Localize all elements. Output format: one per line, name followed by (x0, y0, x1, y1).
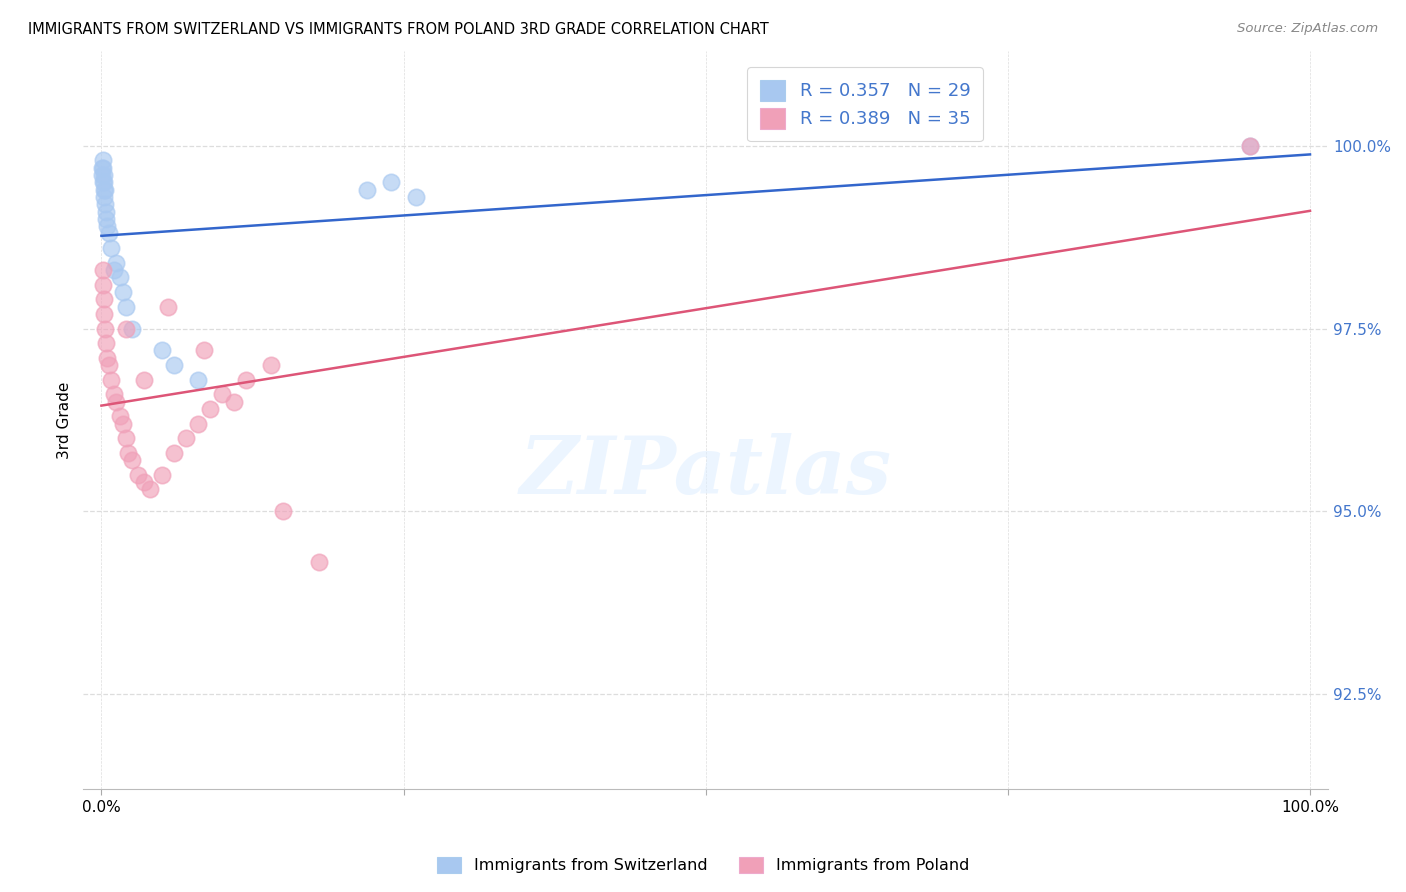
Legend: Immigrants from Switzerland, Immigrants from Poland: Immigrants from Switzerland, Immigrants … (430, 850, 976, 880)
Text: IMMIGRANTS FROM SWITZERLAND VS IMMIGRANTS FROM POLAND 3RD GRADE CORRELATION CHAR: IMMIGRANTS FROM SWITZERLAND VS IMMIGRANT… (28, 22, 769, 37)
Point (380, 175, 402, 189)
Point (96, 211, 118, 226)
Point (91, 277, 114, 292)
Point (356, 183, 378, 197)
Point (121, 321, 143, 335)
Point (100, 241, 122, 255)
Point (150, 467, 173, 482)
Point (132, 373, 155, 387)
Point (1239, 138, 1261, 153)
Point (94, 197, 117, 211)
Point (150, 343, 173, 358)
Point (121, 453, 143, 467)
Point (117, 446, 139, 460)
Point (405, 190, 427, 204)
Point (93, 190, 115, 204)
Point (114, 321, 136, 335)
Point (163, 358, 186, 372)
Point (96, 336, 118, 351)
Point (91, 161, 114, 175)
Point (108, 270, 131, 285)
Point (93, 183, 115, 197)
Point (1239, 138, 1261, 153)
Point (91, 161, 114, 175)
Point (235, 373, 257, 387)
Point (198, 401, 221, 416)
Point (91, 168, 114, 182)
Point (174, 431, 197, 445)
Point (163, 446, 186, 460)
Point (96, 219, 118, 234)
Point (132, 475, 155, 489)
Point (114, 431, 136, 445)
Point (93, 168, 115, 182)
Point (187, 373, 209, 387)
Point (112, 285, 135, 299)
Point (139, 483, 162, 497)
Point (103, 263, 125, 277)
Point (94, 204, 117, 219)
Point (94, 183, 117, 197)
Point (104, 394, 127, 409)
Point (259, 358, 281, 372)
Point (103, 387, 125, 401)
Point (97, 227, 120, 241)
Point (91, 175, 114, 189)
Point (127, 467, 149, 482)
Point (187, 417, 209, 431)
Text: ZIPatlas: ZIPatlas (520, 433, 891, 510)
Point (224, 394, 246, 409)
Point (93, 175, 115, 189)
Point (93, 307, 115, 321)
Point (211, 387, 233, 401)
Text: Source: ZipAtlas.com: Source: ZipAtlas.com (1237, 22, 1378, 36)
Point (93, 293, 115, 307)
Point (308, 556, 330, 570)
Point (91, 153, 114, 168)
Point (97, 358, 120, 372)
Legend: R = 0.357   N = 29, R = 0.389   N = 35: R = 0.357 N = 29, R = 0.389 N = 35 (747, 67, 983, 141)
Point (100, 373, 122, 387)
Point (114, 300, 136, 314)
Point (271, 504, 294, 518)
Point (91, 263, 114, 277)
Point (156, 300, 179, 314)
Point (108, 409, 131, 424)
Point (112, 417, 135, 431)
Point (94, 321, 117, 335)
Point (96, 351, 118, 365)
Point (104, 256, 127, 270)
Y-axis label: 3rd Grade: 3rd Grade (58, 381, 72, 458)
Point (193, 343, 215, 358)
